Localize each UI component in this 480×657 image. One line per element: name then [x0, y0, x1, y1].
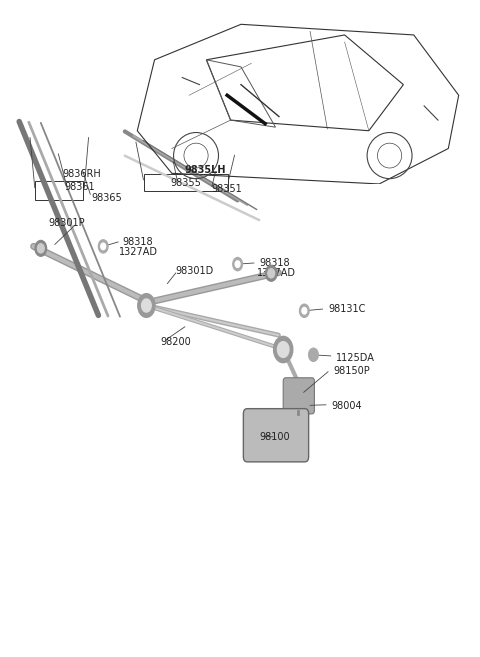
Text: 1327AD: 1327AD	[119, 246, 158, 257]
Circle shape	[98, 240, 108, 253]
Text: 1125DA: 1125DA	[336, 353, 375, 363]
Text: 98301P: 98301P	[48, 218, 84, 229]
Text: 98355: 98355	[170, 177, 201, 188]
Text: 98351: 98351	[211, 184, 242, 194]
FancyBboxPatch shape	[243, 409, 309, 462]
Circle shape	[274, 336, 293, 363]
Circle shape	[101, 243, 106, 250]
Text: 1327AD: 1327AD	[257, 267, 296, 278]
Circle shape	[138, 294, 155, 317]
Text: 98100: 98100	[259, 432, 290, 442]
Text: 98365: 98365	[91, 193, 122, 204]
Circle shape	[37, 244, 44, 253]
Circle shape	[265, 265, 277, 281]
Text: 98200: 98200	[161, 336, 192, 347]
Text: 98361: 98361	[65, 182, 96, 193]
Circle shape	[309, 348, 318, 361]
Circle shape	[35, 240, 47, 256]
Text: 98004: 98004	[331, 401, 362, 411]
Circle shape	[268, 269, 275, 278]
Circle shape	[277, 342, 289, 357]
Text: 98318: 98318	[122, 237, 153, 247]
Text: 98301D: 98301D	[175, 266, 214, 277]
Text: 98131C: 98131C	[329, 304, 366, 314]
Circle shape	[142, 299, 151, 312]
Circle shape	[233, 258, 242, 271]
Text: 98150P: 98150P	[334, 366, 371, 376]
Circle shape	[300, 304, 309, 317]
Text: 98318: 98318	[259, 258, 290, 268]
Text: 9836RH: 9836RH	[62, 169, 101, 179]
Circle shape	[302, 307, 307, 314]
Circle shape	[235, 261, 240, 267]
Text: 9835LH: 9835LH	[185, 164, 226, 175]
FancyBboxPatch shape	[283, 378, 314, 414]
